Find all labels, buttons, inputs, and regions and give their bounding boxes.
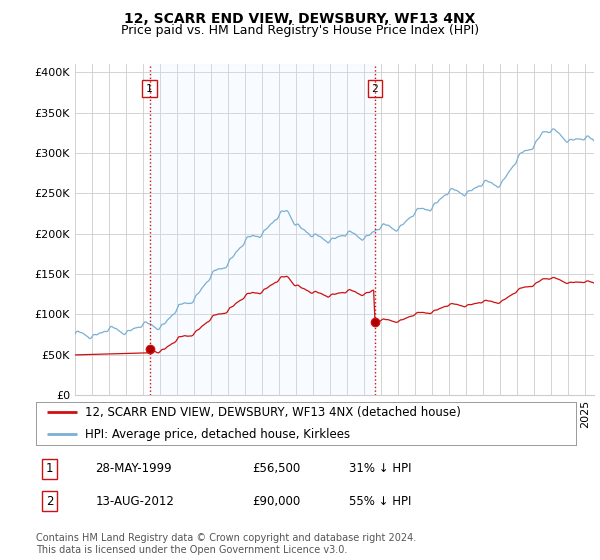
- Text: 31% ↓ HPI: 31% ↓ HPI: [349, 463, 412, 475]
- Text: 55% ↓ HPI: 55% ↓ HPI: [349, 495, 412, 508]
- Text: 2: 2: [46, 495, 53, 508]
- Text: 28-MAY-1999: 28-MAY-1999: [95, 463, 172, 475]
- Text: £56,500: £56,500: [252, 463, 300, 475]
- Text: £90,000: £90,000: [252, 495, 300, 508]
- Text: 1: 1: [146, 83, 153, 94]
- Text: 12, SCARR END VIEW, DEWSBURY, WF13 4NX (detached house): 12, SCARR END VIEW, DEWSBURY, WF13 4NX (…: [85, 406, 460, 419]
- Text: Price paid vs. HM Land Registry's House Price Index (HPI): Price paid vs. HM Land Registry's House …: [121, 24, 479, 36]
- Text: 1: 1: [46, 463, 53, 475]
- Text: 2: 2: [371, 83, 378, 94]
- Text: 12, SCARR END VIEW, DEWSBURY, WF13 4NX: 12, SCARR END VIEW, DEWSBURY, WF13 4NX: [124, 12, 476, 26]
- Bar: [149, 64, 375, 395]
- Text: 13-AUG-2012: 13-AUG-2012: [95, 495, 174, 508]
- Text: HPI: Average price, detached house, Kirklees: HPI: Average price, detached house, Kirk…: [85, 428, 350, 441]
- Text: Contains HM Land Registry data © Crown copyright and database right 2024.
This d: Contains HM Land Registry data © Crown c…: [36, 533, 416, 555]
